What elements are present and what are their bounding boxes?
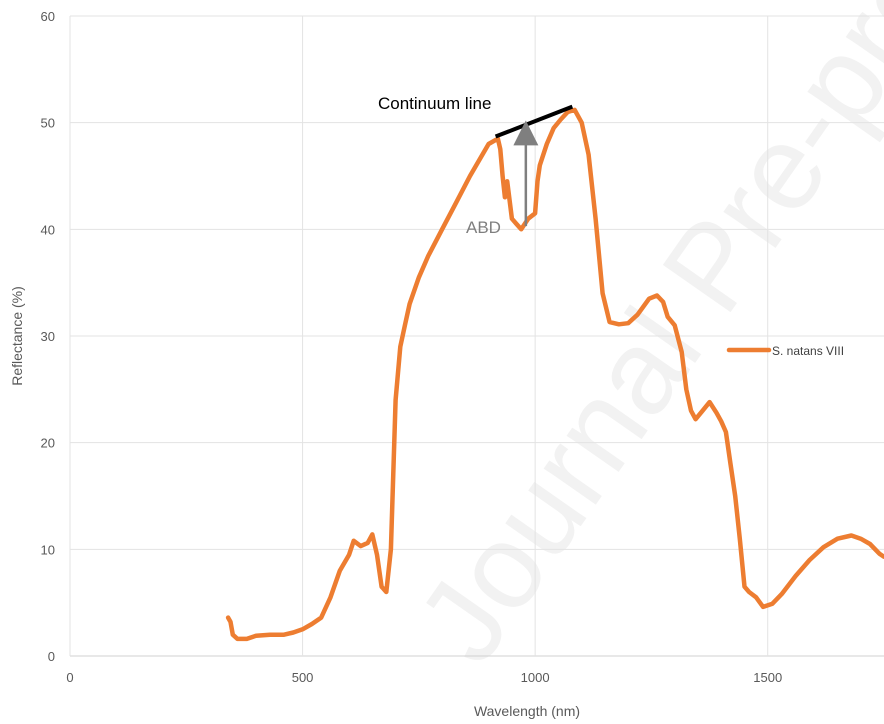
continuum-line-label: Continuum line [378,94,491,113]
y-tick-label: 40 [41,222,55,237]
y-tick-label: 20 [41,436,55,451]
y-tick-label: 50 [41,116,55,131]
x-tick-label: 1500 [753,670,782,685]
x-tick-label: 0 [66,670,73,685]
y-tick-label: 30 [41,329,55,344]
y-tick-label: 0 [48,649,55,664]
grid-lines [69,15,884,657]
x-tick-label: 1000 [521,670,550,685]
series-line-s-natans-viii [225,107,884,642]
legend: S. natans VIII [726,344,844,358]
x-tick-label: 500 [292,670,314,685]
abd-label: ABD [466,218,501,237]
y-tick-label: 60 [41,9,55,24]
tick-labels: 0 10 20 30 40 50 60 0 500 1000 1500 [41,9,783,685]
y-axis-title: Reflectance (%) [9,286,25,386]
y-tick-label: 10 [41,542,55,557]
legend-label: S. natans VIII [772,344,844,358]
x-axis-title: Wavelength (nm) [474,703,580,719]
